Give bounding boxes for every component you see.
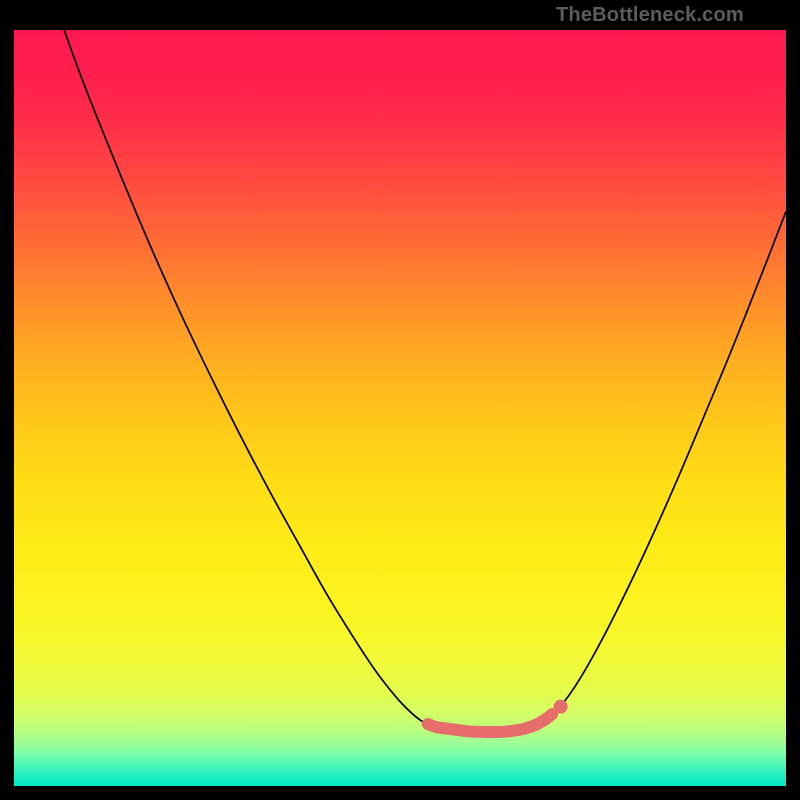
chart-frame: [14, 30, 786, 786]
optimal-range-end-dot: [554, 700, 568, 714]
watermark-label: TheBottleneck.com: [556, 4, 744, 27]
bottleneck-chart: [14, 30, 786, 786]
gradient-background: [14, 30, 786, 786]
